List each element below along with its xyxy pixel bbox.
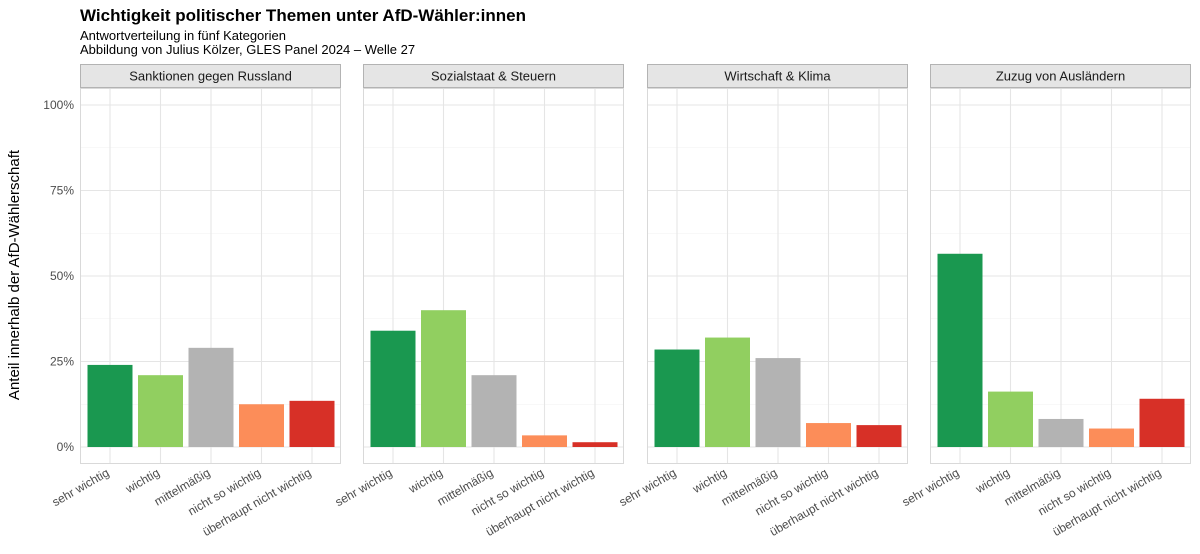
panel-border — [80, 88, 341, 464]
chart-title: Wichtigkeit politischer Themen unter AfD… — [80, 6, 526, 25]
bar — [856, 425, 902, 447]
x-tick-label: wichtig — [405, 465, 445, 496]
chart-subtitle-line-1: Antwortverteilung in fünf Kategorien — [80, 28, 286, 43]
bar — [188, 347, 234, 447]
bar — [370, 330, 416, 447]
panel-border — [647, 88, 908, 464]
panel-border — [363, 88, 624, 464]
bar — [138, 375, 183, 447]
y-axis-label: Anteil innerhalb der AfD-Wählerschaft — [6, 149, 23, 400]
facet-strip — [363, 64, 624, 88]
y-tick-label: 100% — [43, 98, 74, 112]
facet-strip — [647, 64, 908, 88]
y-tick-label: 50% — [50, 269, 74, 283]
facet-strip — [930, 64, 1191, 88]
bar — [87, 364, 133, 447]
facet-label: Wirtschaft & Klima — [724, 69, 831, 84]
y-tick-label: 75% — [50, 184, 74, 198]
bar — [421, 310, 466, 447]
facet-strip — [80, 64, 341, 88]
bar — [755, 358, 801, 447]
bar — [988, 391, 1033, 447]
bar — [705, 337, 750, 447]
bar — [806, 423, 851, 447]
x-tick-label: sehr wichtig — [333, 465, 395, 509]
x-tick-label: sehr wichtig — [617, 465, 679, 509]
y-tick-label: 0% — [57, 440, 75, 454]
bar — [239, 404, 284, 447]
facet-label: Sanktionen gegen Russland — [129, 69, 292, 84]
bar — [1089, 428, 1134, 447]
x-tick-label: sehr wichtig — [50, 465, 112, 509]
x-tick-label: wichtig — [122, 465, 162, 496]
y-tick-label: 25% — [50, 355, 74, 369]
bar — [654, 349, 700, 447]
facet-label: Zuzug von Ausländern — [996, 69, 1125, 84]
x-tick-label: sehr wichtig — [900, 465, 962, 509]
panel-border — [930, 88, 1191, 464]
bar — [1038, 418, 1084, 447]
bar — [1139, 398, 1185, 447]
x-tick-label: wichtig — [689, 465, 729, 496]
bar — [471, 375, 517, 447]
bar — [522, 435, 567, 447]
x-tick-label: wichtig — [972, 465, 1012, 496]
plot-area: Sanktionen gegen Russland sehr wichtig wic… — [43, 64, 1191, 539]
bar — [289, 400, 335, 447]
facet-label: Sozialstaat & Steuern — [431, 69, 556, 84]
chart-subtitle-line-2: Abbildung von Julius Kölzer, GLES Panel … — [80, 42, 415, 57]
bar — [572, 442, 618, 447]
bar — [937, 253, 983, 447]
